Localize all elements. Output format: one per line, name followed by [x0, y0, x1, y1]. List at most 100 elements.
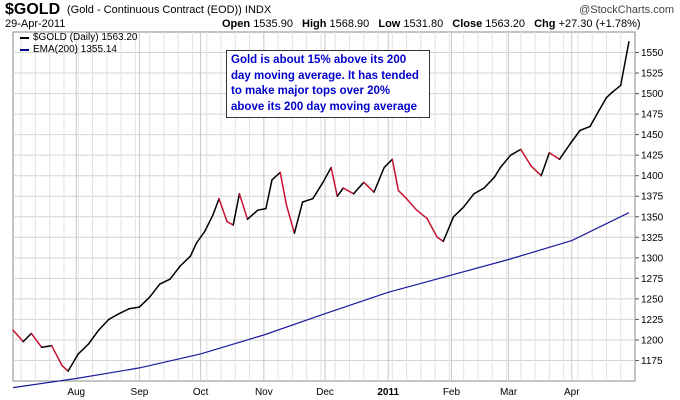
price-segment — [493, 166, 502, 179]
price-segment — [118, 307, 130, 315]
y-tick-label: 1525 — [641, 69, 664, 80]
x-tick-label: Oct — [193, 387, 209, 398]
price-segment — [426, 217, 438, 239]
price-segment — [195, 230, 206, 244]
y-tick-label: 1325 — [641, 233, 664, 244]
price-segment — [128, 306, 141, 310]
chart-symbol: $GOLD — [5, 1, 61, 18]
price-segment — [509, 148, 522, 156]
price-segment — [391, 158, 400, 192]
x-tick-label: Nov — [255, 387, 273, 398]
open-label: Open — [222, 18, 251, 30]
chg-label: Chg — [534, 18, 556, 30]
price-segment — [203, 214, 214, 233]
y-tick-label: 1250 — [641, 294, 664, 305]
price-segment — [271, 171, 281, 181]
x-tick-label: Dec — [316, 387, 334, 398]
price-segment — [97, 318, 110, 331]
open-value: 1535.90 — [253, 18, 293, 30]
price-segment — [40, 344, 53, 349]
price-segment — [336, 187, 345, 197]
price-segment — [462, 193, 475, 208]
price-segment — [397, 189, 408, 200]
price-segment — [226, 220, 234, 226]
legend-label-gold: $GOLD (Daily) 1563.20 — [33, 32, 138, 43]
price-segment — [212, 197, 220, 216]
price-segment — [265, 179, 273, 210]
price-segment — [238, 193, 249, 220]
chart-exchange: INDX — [244, 4, 272, 16]
price-segment — [189, 242, 198, 257]
stockcharts-watermark: @StockCharts.com — [579, 4, 674, 16]
price-segment — [179, 255, 192, 267]
y-tick-label: 1425 — [641, 151, 664, 162]
price-segment — [12, 329, 24, 343]
price-segment — [169, 265, 181, 280]
price-segment — [442, 216, 455, 243]
close-label: Close — [452, 18, 483, 30]
x-tick-label: Aug — [67, 387, 85, 398]
y-tick-label: 1275 — [641, 274, 664, 285]
price-segment — [373, 166, 385, 193]
price-segment — [218, 197, 228, 223]
y-tick-label: 1550 — [641, 48, 664, 59]
x-tick-label: Apr — [564, 387, 580, 398]
price-segment — [548, 151, 561, 161]
low-value: 1531.80 — [403, 18, 444, 30]
legend-label-ema: EMA(200) 1355.14 — [33, 44, 117, 55]
price-segment — [383, 158, 394, 169]
price-segment — [293, 201, 304, 234]
price-segment — [301, 197, 314, 203]
price-segment — [558, 143, 571, 161]
price-segment — [285, 203, 296, 234]
annotation-box: Gold is about 15% above its 200 day movi… — [226, 50, 430, 118]
legend-item-ema: EMA(200) 1355.14 — [20, 44, 138, 56]
price-segment — [22, 332, 33, 343]
price-segment — [416, 209, 428, 220]
price-segment — [473, 187, 485, 195]
price-segment — [342, 187, 355, 195]
y-tick-label: 1200 — [641, 335, 664, 346]
price-segment — [452, 206, 465, 218]
price-segment — [363, 181, 375, 193]
chart-date: 29-Apr-2011 — [5, 18, 66, 30]
y-tick-label: 1225 — [641, 315, 664, 326]
y-tick-label: 1400 — [641, 171, 664, 182]
price-segment — [159, 278, 171, 285]
price-segment — [108, 312, 120, 321]
y-tick-label: 1300 — [641, 253, 664, 264]
price-segment — [436, 236, 445, 243]
price-segment — [540, 151, 551, 177]
price-segment — [312, 181, 324, 200]
price-segment — [50, 344, 63, 367]
price-segment — [30, 332, 43, 349]
legend-swatch-ema — [20, 49, 29, 51]
ema-line — [12, 212, 630, 389]
high-label: High — [302, 18, 327, 30]
y-tick-label: 1350 — [641, 212, 664, 223]
price-segment — [352, 181, 365, 195]
price-segment — [322, 166, 332, 184]
quote-line: Open 1535.90 High 1568.90 Low 1531.80 Cl… — [222, 18, 641, 30]
price-segment — [256, 207, 267, 211]
x-tick-label: Mar — [500, 387, 518, 398]
price-segment — [568, 129, 581, 146]
price-segment — [330, 166, 339, 197]
price-segment — [67, 353, 80, 372]
x-tick-label: Sep — [131, 387, 149, 398]
low-label: Low — [378, 18, 401, 30]
price-segment — [520, 148, 532, 167]
price-segment — [405, 197, 418, 211]
price-segment — [499, 154, 512, 169]
price-segment — [605, 91, 614, 99]
chart-header: $GOLD (Gold - Continuous Contract (EOD))… — [0, 0, 680, 30]
price-segment — [611, 84, 622, 93]
high-value: 1568.90 — [329, 18, 370, 30]
y-tick-label: 1450 — [641, 130, 664, 141]
price-segment — [579, 125, 591, 132]
x-tick-label: Feb — [443, 387, 461, 398]
legend-swatch-gold — [20, 37, 29, 39]
price-segment — [232, 193, 241, 226]
price-segment — [597, 96, 608, 113]
price-segment — [619, 41, 630, 87]
